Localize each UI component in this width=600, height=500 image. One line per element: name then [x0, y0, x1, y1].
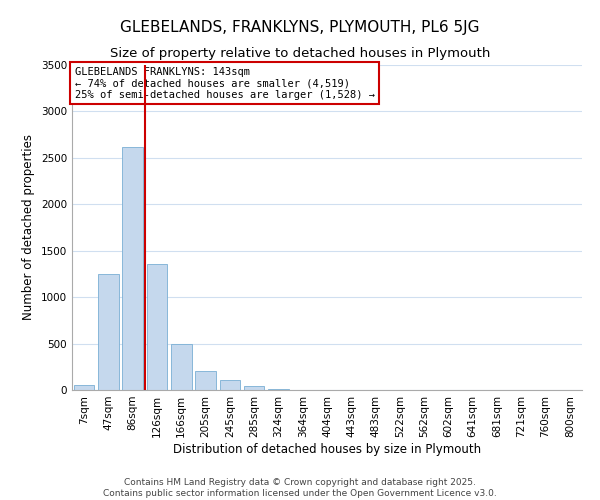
Text: Size of property relative to detached houses in Plymouth: Size of property relative to detached ho… — [110, 48, 490, 60]
Text: GLEBELANDS, FRANKLYNS, PLYMOUTH, PL6 5JG: GLEBELANDS, FRANKLYNS, PLYMOUTH, PL6 5JG — [120, 20, 480, 35]
Text: GLEBELANDS FRANKLYNS: 143sqm
← 74% of detached houses are smaller (4,519)
25% of: GLEBELANDS FRANKLYNS: 143sqm ← 74% of de… — [74, 66, 374, 100]
X-axis label: Distribution of detached houses by size in Plymouth: Distribution of detached houses by size … — [173, 442, 481, 456]
Y-axis label: Number of detached properties: Number of detached properties — [22, 134, 35, 320]
Bar — [268, 388, 289, 390]
Bar — [195, 372, 216, 390]
Bar — [98, 274, 119, 390]
Bar — [122, 146, 143, 390]
Bar — [146, 264, 167, 390]
Text: Contains HM Land Registry data © Crown copyright and database right 2025.
Contai: Contains HM Land Registry data © Crown c… — [103, 478, 497, 498]
Bar — [244, 386, 265, 390]
Bar — [74, 385, 94, 390]
Bar — [171, 344, 191, 390]
Bar — [220, 380, 240, 390]
